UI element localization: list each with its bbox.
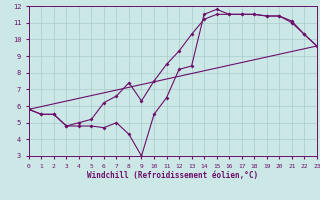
X-axis label: Windchill (Refroidissement éolien,°C): Windchill (Refroidissement éolien,°C) — [87, 171, 258, 180]
